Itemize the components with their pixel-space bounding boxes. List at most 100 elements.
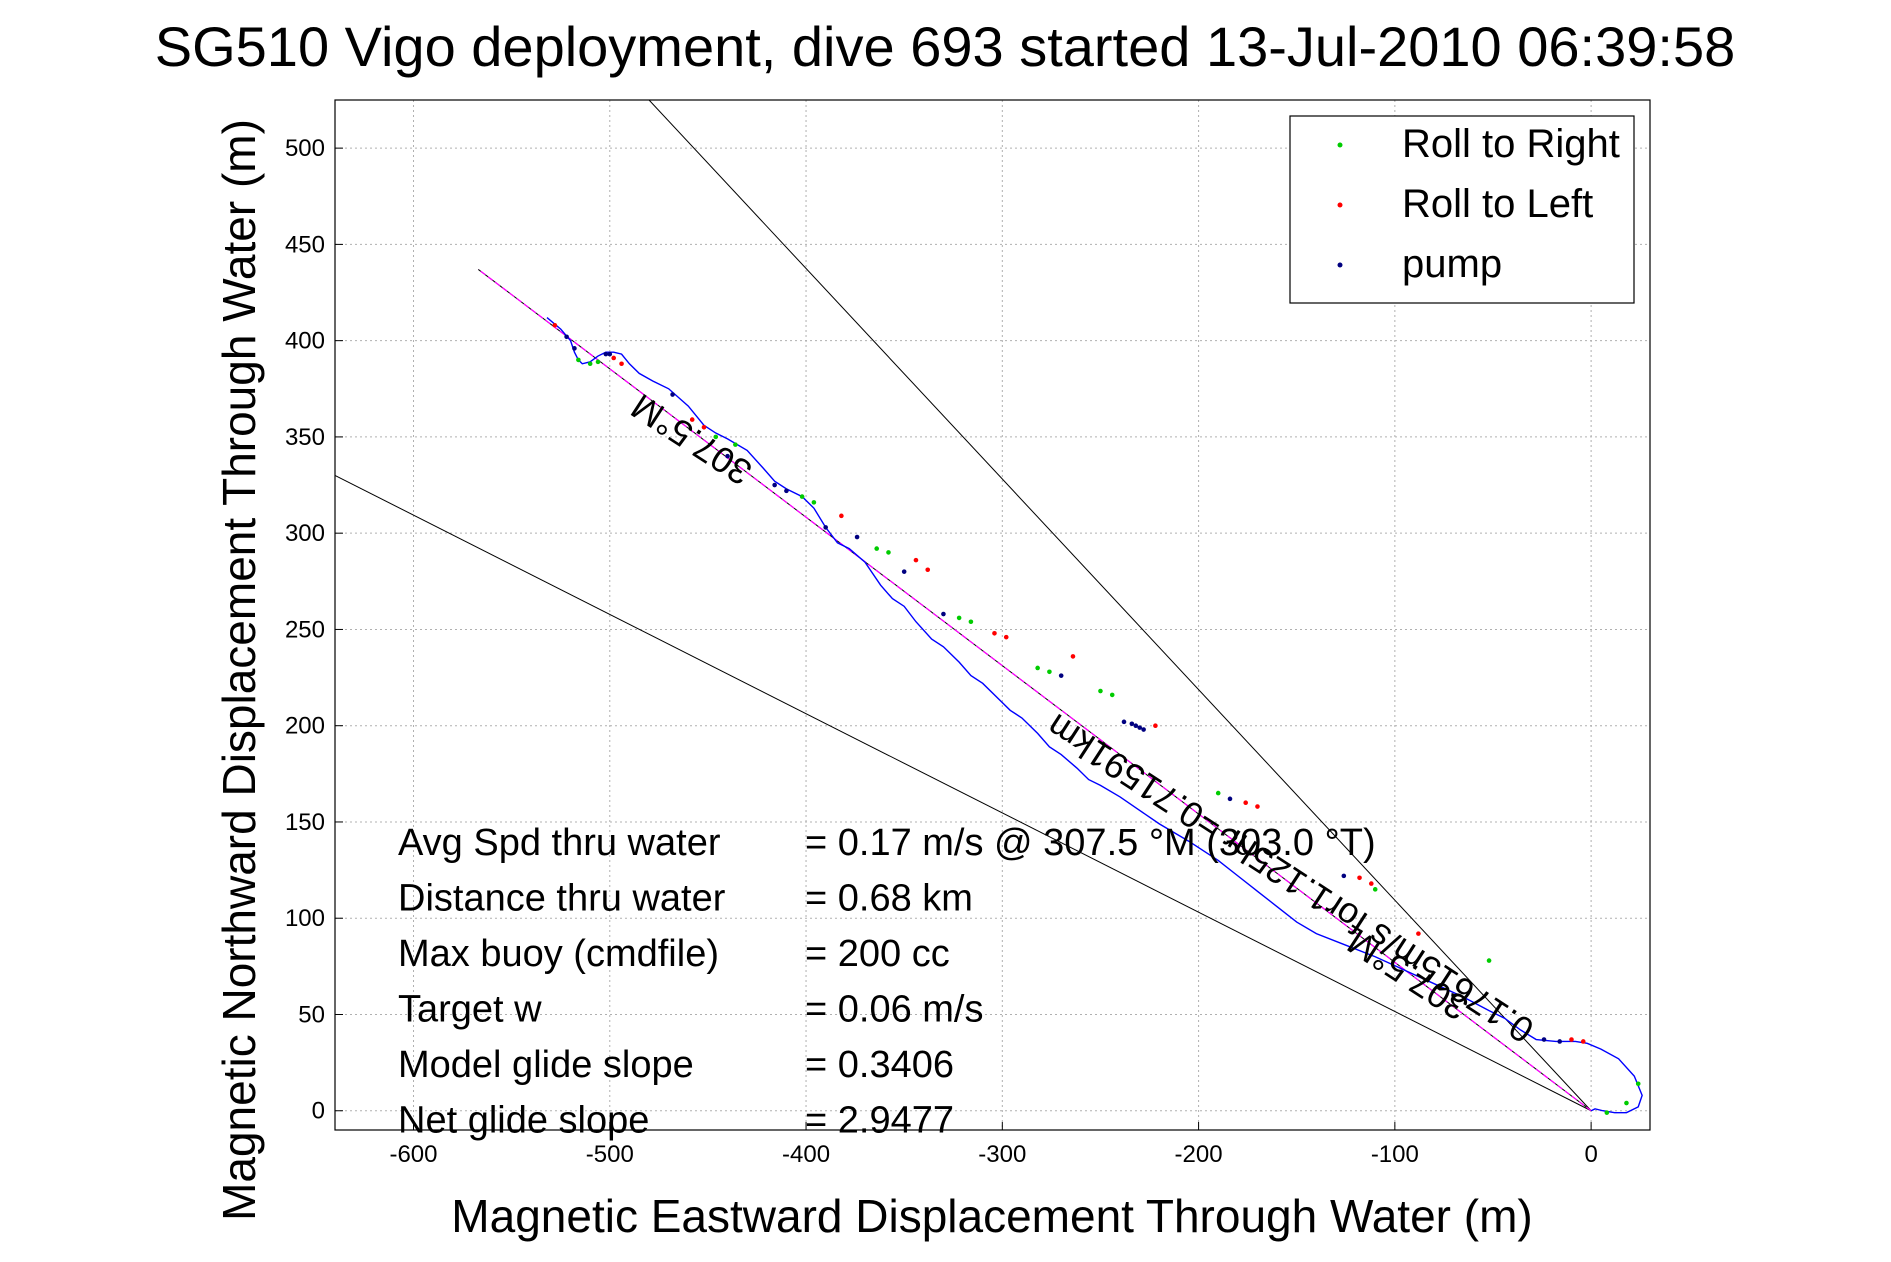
roll-right-point xyxy=(595,359,601,365)
roll-left-point xyxy=(992,630,997,636)
pump-point xyxy=(1341,873,1347,879)
roll-left-point xyxy=(1003,634,1009,640)
roll-left-point xyxy=(1243,800,1248,806)
stat-label-6: Net glide slope xyxy=(398,1100,649,1142)
roll-right-point xyxy=(799,494,805,499)
heading-line-upper xyxy=(648,100,1592,1112)
net-track-line xyxy=(477,268,1592,1112)
y-tick-label: 350 xyxy=(285,424,325,451)
stats-block: Avg Spd thru water = 0.17 m/s @ 307.5 °M … xyxy=(398,822,1376,1142)
pump-point xyxy=(564,334,569,340)
y-tick-label: 0 xyxy=(312,1098,325,1125)
stat-label-4: Target w xyxy=(398,989,542,1031)
x-tick-label: -600 xyxy=(389,1141,437,1168)
legend-label-3: pump xyxy=(1402,242,1502,286)
roll-left-point xyxy=(1368,881,1374,886)
legend-marker-2 xyxy=(1337,202,1343,208)
stat-label-5: Model glide slope xyxy=(398,1044,694,1086)
roll-right-point xyxy=(968,619,974,625)
roll-right-point xyxy=(1372,887,1378,892)
roll-left-point xyxy=(1416,931,1421,936)
pump-point xyxy=(1058,673,1064,678)
legend-box xyxy=(1289,115,1635,304)
roll-right-point xyxy=(956,615,962,621)
roll-left-point xyxy=(913,557,919,563)
x-tick-label: 0 xyxy=(1584,1141,1597,1168)
pump-point xyxy=(725,453,730,459)
stat-value-6: = 2.9477 xyxy=(805,1100,954,1142)
y-tick-label: 500 xyxy=(285,135,325,162)
roll-right-point xyxy=(576,357,581,363)
pump-point xyxy=(1227,796,1233,802)
pump-point xyxy=(670,392,675,397)
x-tick-label: -300 xyxy=(978,1141,1026,1168)
legend-marker-3 xyxy=(1337,262,1343,268)
dive-track-line xyxy=(546,317,1643,1114)
roll-left-point xyxy=(1070,654,1076,659)
pump-point xyxy=(772,482,777,488)
y-tick-label: 250 xyxy=(285,616,325,643)
legend: Roll to Right Roll to Left pump xyxy=(1289,115,1635,304)
roll-left-point xyxy=(1580,1039,1586,1044)
roll-right-point xyxy=(1047,669,1052,675)
y-tick-label: 150 xyxy=(285,809,325,836)
roll-left-point xyxy=(689,417,695,422)
marker-points xyxy=(552,322,1641,1115)
roll-right-point xyxy=(811,500,817,505)
chart-title: SG510 Vigo deployment, dive 693 started … xyxy=(155,15,1736,78)
pump-point xyxy=(1137,725,1143,730)
axis-ticks: -600 -500 -400 -300 -200 -100 0 0 50 100 150 200 250… xyxy=(285,135,1598,1168)
legend-label-1: Roll to Right xyxy=(1402,122,1620,166)
pump-point xyxy=(784,488,789,494)
roll-right-point xyxy=(874,546,880,551)
roll-right-point xyxy=(587,361,593,367)
y-tick-label: 200 xyxy=(285,713,325,740)
roll-left-point xyxy=(552,322,558,328)
roll-left-point xyxy=(1569,1037,1574,1042)
roll-right-point xyxy=(733,442,738,447)
roll-right-point xyxy=(713,434,719,440)
pump-point xyxy=(1141,727,1146,732)
roll-left-point xyxy=(1153,723,1158,729)
roll-left-point xyxy=(925,567,931,573)
roll-right-point xyxy=(1624,1100,1629,1106)
track-layer xyxy=(546,317,1643,1114)
y-tick-label: 100 xyxy=(285,905,325,932)
pump-point xyxy=(1129,721,1135,727)
pump-point xyxy=(1557,1039,1563,1044)
roll-left-point xyxy=(619,361,624,367)
roll-right-point xyxy=(886,550,891,555)
pump-point xyxy=(1133,723,1139,729)
roll-right-point xyxy=(1109,692,1115,698)
stat-value-3: = 200 cc xyxy=(805,933,950,975)
pump-point xyxy=(941,611,946,617)
roll-right-point xyxy=(1035,665,1040,671)
legend-label-2: Roll to Left xyxy=(1402,182,1593,226)
plot-frame xyxy=(334,99,1651,1131)
stat-value-1: = 0.17 m/s @ 307.5 °M (303.0 °T) xyxy=(805,822,1376,864)
roll-right-point xyxy=(1604,1110,1610,1115)
roll-right-point xyxy=(1486,958,1492,963)
pump-point xyxy=(901,569,907,574)
pump-point xyxy=(1121,719,1127,725)
y-tick-label: 400 xyxy=(285,328,325,355)
stat-label-1: Avg Spd thru water xyxy=(398,822,721,864)
stat-value-5: = 0.3406 xyxy=(805,1044,954,1086)
legend-marker-1 xyxy=(1337,142,1343,148)
x-tick-label: -100 xyxy=(1371,1141,1419,1168)
pump-point xyxy=(607,351,613,357)
stat-value-4: = 0.06 m/s xyxy=(805,989,983,1031)
y-tick-label: 450 xyxy=(285,231,325,258)
roll-left-point xyxy=(611,355,617,361)
roll-right-point xyxy=(1098,688,1103,694)
x-axis-label: Magnetic Eastward Displacement Through W… xyxy=(451,1190,1532,1242)
roll-left-point xyxy=(839,513,844,519)
roll-left-point xyxy=(1255,804,1260,809)
pump-point xyxy=(854,534,860,540)
x-tick-label: -400 xyxy=(782,1141,830,1168)
stat-label-2: Distance thru water xyxy=(398,878,726,920)
y-axis-label: Magnetic Northward Displacement Through … xyxy=(213,119,265,1221)
roll-right-point xyxy=(1215,790,1221,796)
x-tick-label: -200 xyxy=(1175,1141,1223,1168)
